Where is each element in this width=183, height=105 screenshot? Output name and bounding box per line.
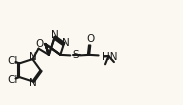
- Text: N: N: [29, 52, 37, 62]
- Text: S: S: [72, 50, 79, 60]
- Text: HN: HN: [102, 52, 117, 62]
- Text: N: N: [62, 38, 70, 48]
- Text: N: N: [29, 78, 37, 88]
- Text: O: O: [35, 39, 43, 49]
- Text: Cl: Cl: [8, 56, 18, 66]
- Text: O: O: [86, 34, 94, 44]
- Text: N: N: [51, 30, 59, 40]
- Text: Cl: Cl: [8, 75, 18, 85]
